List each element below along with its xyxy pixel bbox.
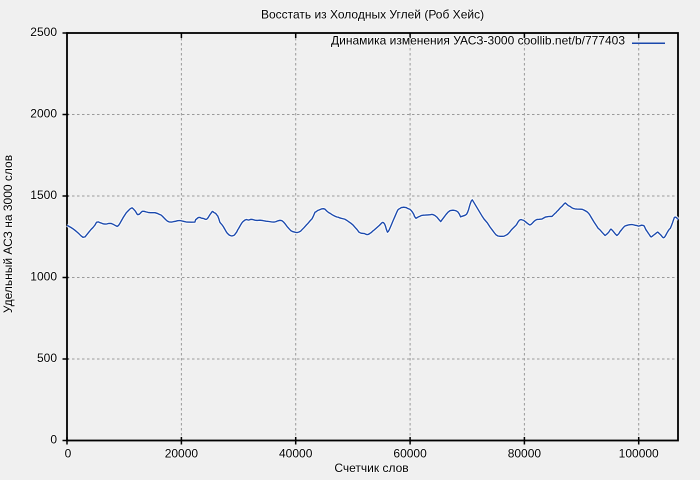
svg-text:Удельный АСЗ на 3000 слов: Удельный АСЗ на 3000 слов — [1, 155, 15, 313]
svg-text:1000: 1000 — [30, 270, 57, 284]
svg-text:2500: 2500 — [30, 25, 57, 39]
svg-text:20000: 20000 — [165, 447, 199, 461]
svg-text:0: 0 — [65, 447, 72, 461]
svg-text:0: 0 — [50, 433, 57, 447]
svg-text:100000: 100000 — [619, 447, 659, 461]
svg-text:40000: 40000 — [279, 447, 313, 461]
svg-text:60000: 60000 — [393, 447, 427, 461]
svg-text:500: 500 — [37, 351, 57, 365]
svg-text:Динамика изменения УАСЗ-3000 c: Динамика изменения УАСЗ-3000 coollib.net… — [331, 34, 625, 48]
svg-text:2000: 2000 — [30, 107, 57, 121]
svg-text:80000: 80000 — [508, 447, 542, 461]
svg-text:Счетчик слов: Счетчик слов — [334, 461, 408, 475]
svg-text:1500: 1500 — [30, 188, 57, 202]
svg-text:Восстать из Холодных Углей (Ро: Восстать из Холодных Углей (Роб Хейс) — [261, 8, 484, 22]
